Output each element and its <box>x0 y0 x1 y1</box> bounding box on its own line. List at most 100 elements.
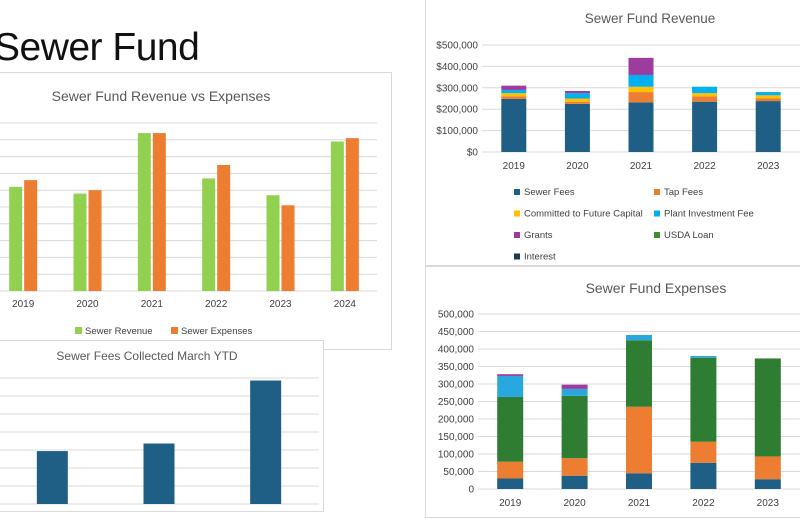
stack-segment <box>755 95 781 99</box>
y-tick-label: $500,000 <box>436 41 478 52</box>
y-tick-label: 0 <box>468 485 474 496</box>
legend-swatch <box>75 327 82 334</box>
stack-segment <box>692 96 718 102</box>
stack-segment <box>561 475 588 489</box>
x-tick-label: 2021 <box>630 161 653 172</box>
stack-segment <box>501 96 527 99</box>
fees-collected-svg: Sewer Fees Collected March YTD <box>0 349 319 505</box>
stack-segment <box>755 101 781 152</box>
stack-segment <box>561 395 588 459</box>
stack-segment <box>755 92 781 96</box>
y-tick-label: $400,000 <box>436 62 478 73</box>
stack-segment <box>628 92 654 103</box>
stack-segment <box>561 388 588 396</box>
y-tick-label: 250,000 <box>438 397 475 408</box>
bar <box>36 451 68 504</box>
legend-swatch <box>654 189 660 195</box>
legend-swatch <box>514 210 520 217</box>
y-tick-label: $100,000 <box>436 126 478 137</box>
stack-segment <box>692 101 718 152</box>
y-tick-label: 150,000 <box>438 432 475 443</box>
stack-segment <box>501 89 527 94</box>
stack-segment <box>564 101 590 104</box>
stack-segment <box>755 98 781 102</box>
chart-title: Sewer Fees Collected March YTD <box>56 349 238 363</box>
legend-swatch <box>514 232 520 238</box>
legend-label: Interest <box>524 252 556 263</box>
stack-segment <box>690 462 717 489</box>
y-tick-label: 50,000 <box>443 467 474 478</box>
y-tick-label: 100,000 <box>438 450 475 461</box>
x-tick-label: 2022 <box>693 161 716 172</box>
bar <box>281 205 295 291</box>
x-tick-label: 2020 <box>76 299 99 310</box>
x-tick-label: 2024 <box>334 299 357 310</box>
chart-title: Sewer Fund Revenue <box>585 11 716 26</box>
stack-segment <box>692 93 718 97</box>
x-tick-label: 2023 <box>269 299 292 310</box>
stack-segment <box>628 74 654 87</box>
stack-segment <box>690 441 717 463</box>
stack-segment <box>501 98 527 152</box>
legend-label: Sewer Fees <box>524 187 575 198</box>
legend-swatch <box>171 327 178 334</box>
bar <box>266 195 280 291</box>
bar <box>330 141 344 291</box>
stack-segment <box>497 396 524 462</box>
y-tick-label: 200,000 <box>438 415 475 426</box>
legend-label: Sewer Revenue <box>85 326 153 337</box>
stack-segment <box>626 340 652 407</box>
stack-segment <box>497 461 524 479</box>
stack-segment <box>561 458 588 476</box>
y-tick-label: 500,000 <box>438 310 475 321</box>
stack-segment <box>501 93 527 97</box>
sewer-fund-expenses-svg: Sewer Fund Expenses 0 50,000 100,000 150,000… <box>438 280 800 509</box>
stack-segment <box>497 478 524 489</box>
stack-segment <box>628 57 654 75</box>
bar <box>137 133 151 291</box>
legend-swatch <box>514 253 520 260</box>
legend-label: Grants <box>524 230 553 241</box>
y-tick-label: $300,000 <box>436 83 478 94</box>
stack-segment <box>628 86 654 93</box>
x-tick-label: 2019 <box>12 299 35 310</box>
stack-segment <box>564 98 590 102</box>
fees-collected-chart: Sewer Fees Collected March YTD <box>0 340 324 512</box>
x-tick-label: 2019 <box>503 161 526 172</box>
stack-segment <box>626 473 652 489</box>
chart-title: Sewer Fund Expenses <box>586 280 727 296</box>
legend-swatch <box>514 189 520 195</box>
stack-segment <box>561 384 588 389</box>
bar <box>9 186 23 291</box>
x-tick-label: 2020 <box>566 161 589 172</box>
stack-segment <box>501 85 527 90</box>
bar <box>217 165 231 291</box>
revenue-vs-expenses-chart: Sewer Fund Revenue vs Expenses 2019 2020 20… <box>0 72 392 350</box>
stack-segment <box>564 103 590 152</box>
bar <box>250 380 282 504</box>
stack-segment <box>628 102 654 152</box>
stack-segment <box>626 335 652 341</box>
sewer-fund-expenses-chart: Sewer Fund Expenses 0 50,000 100,000 150,000… <box>425 266 800 518</box>
bar <box>24 180 38 291</box>
bar <box>88 190 102 291</box>
stack-segment <box>692 86 718 94</box>
legend-swatch <box>654 210 660 217</box>
legend-label: Committed to Future Capital <box>524 209 643 220</box>
bar <box>345 138 359 291</box>
chart-title: Sewer Fund Revenue vs Expenses <box>52 88 271 104</box>
y-tick-label: 450,000 <box>438 327 475 338</box>
legend-label: Plant Investment Fee <box>664 209 754 220</box>
stack-segment <box>754 358 781 457</box>
legend-swatch <box>654 232 660 238</box>
stack-segment <box>564 93 590 99</box>
x-tick-label: 2022 <box>205 299 228 310</box>
x-tick-label: 2021 <box>141 299 164 310</box>
y-tick-label: 350,000 <box>438 362 475 373</box>
revenue-vs-expenses-svg: Sewer Fund Revenue vs Expenses 2019 2020 20… <box>0 88 377 337</box>
stack-segment <box>564 91 590 94</box>
stack-segment <box>497 374 524 376</box>
legend-label: Tap Fees <box>664 187 703 198</box>
page-title: Sewer Fund <box>0 26 200 69</box>
stack-segment <box>690 357 717 442</box>
